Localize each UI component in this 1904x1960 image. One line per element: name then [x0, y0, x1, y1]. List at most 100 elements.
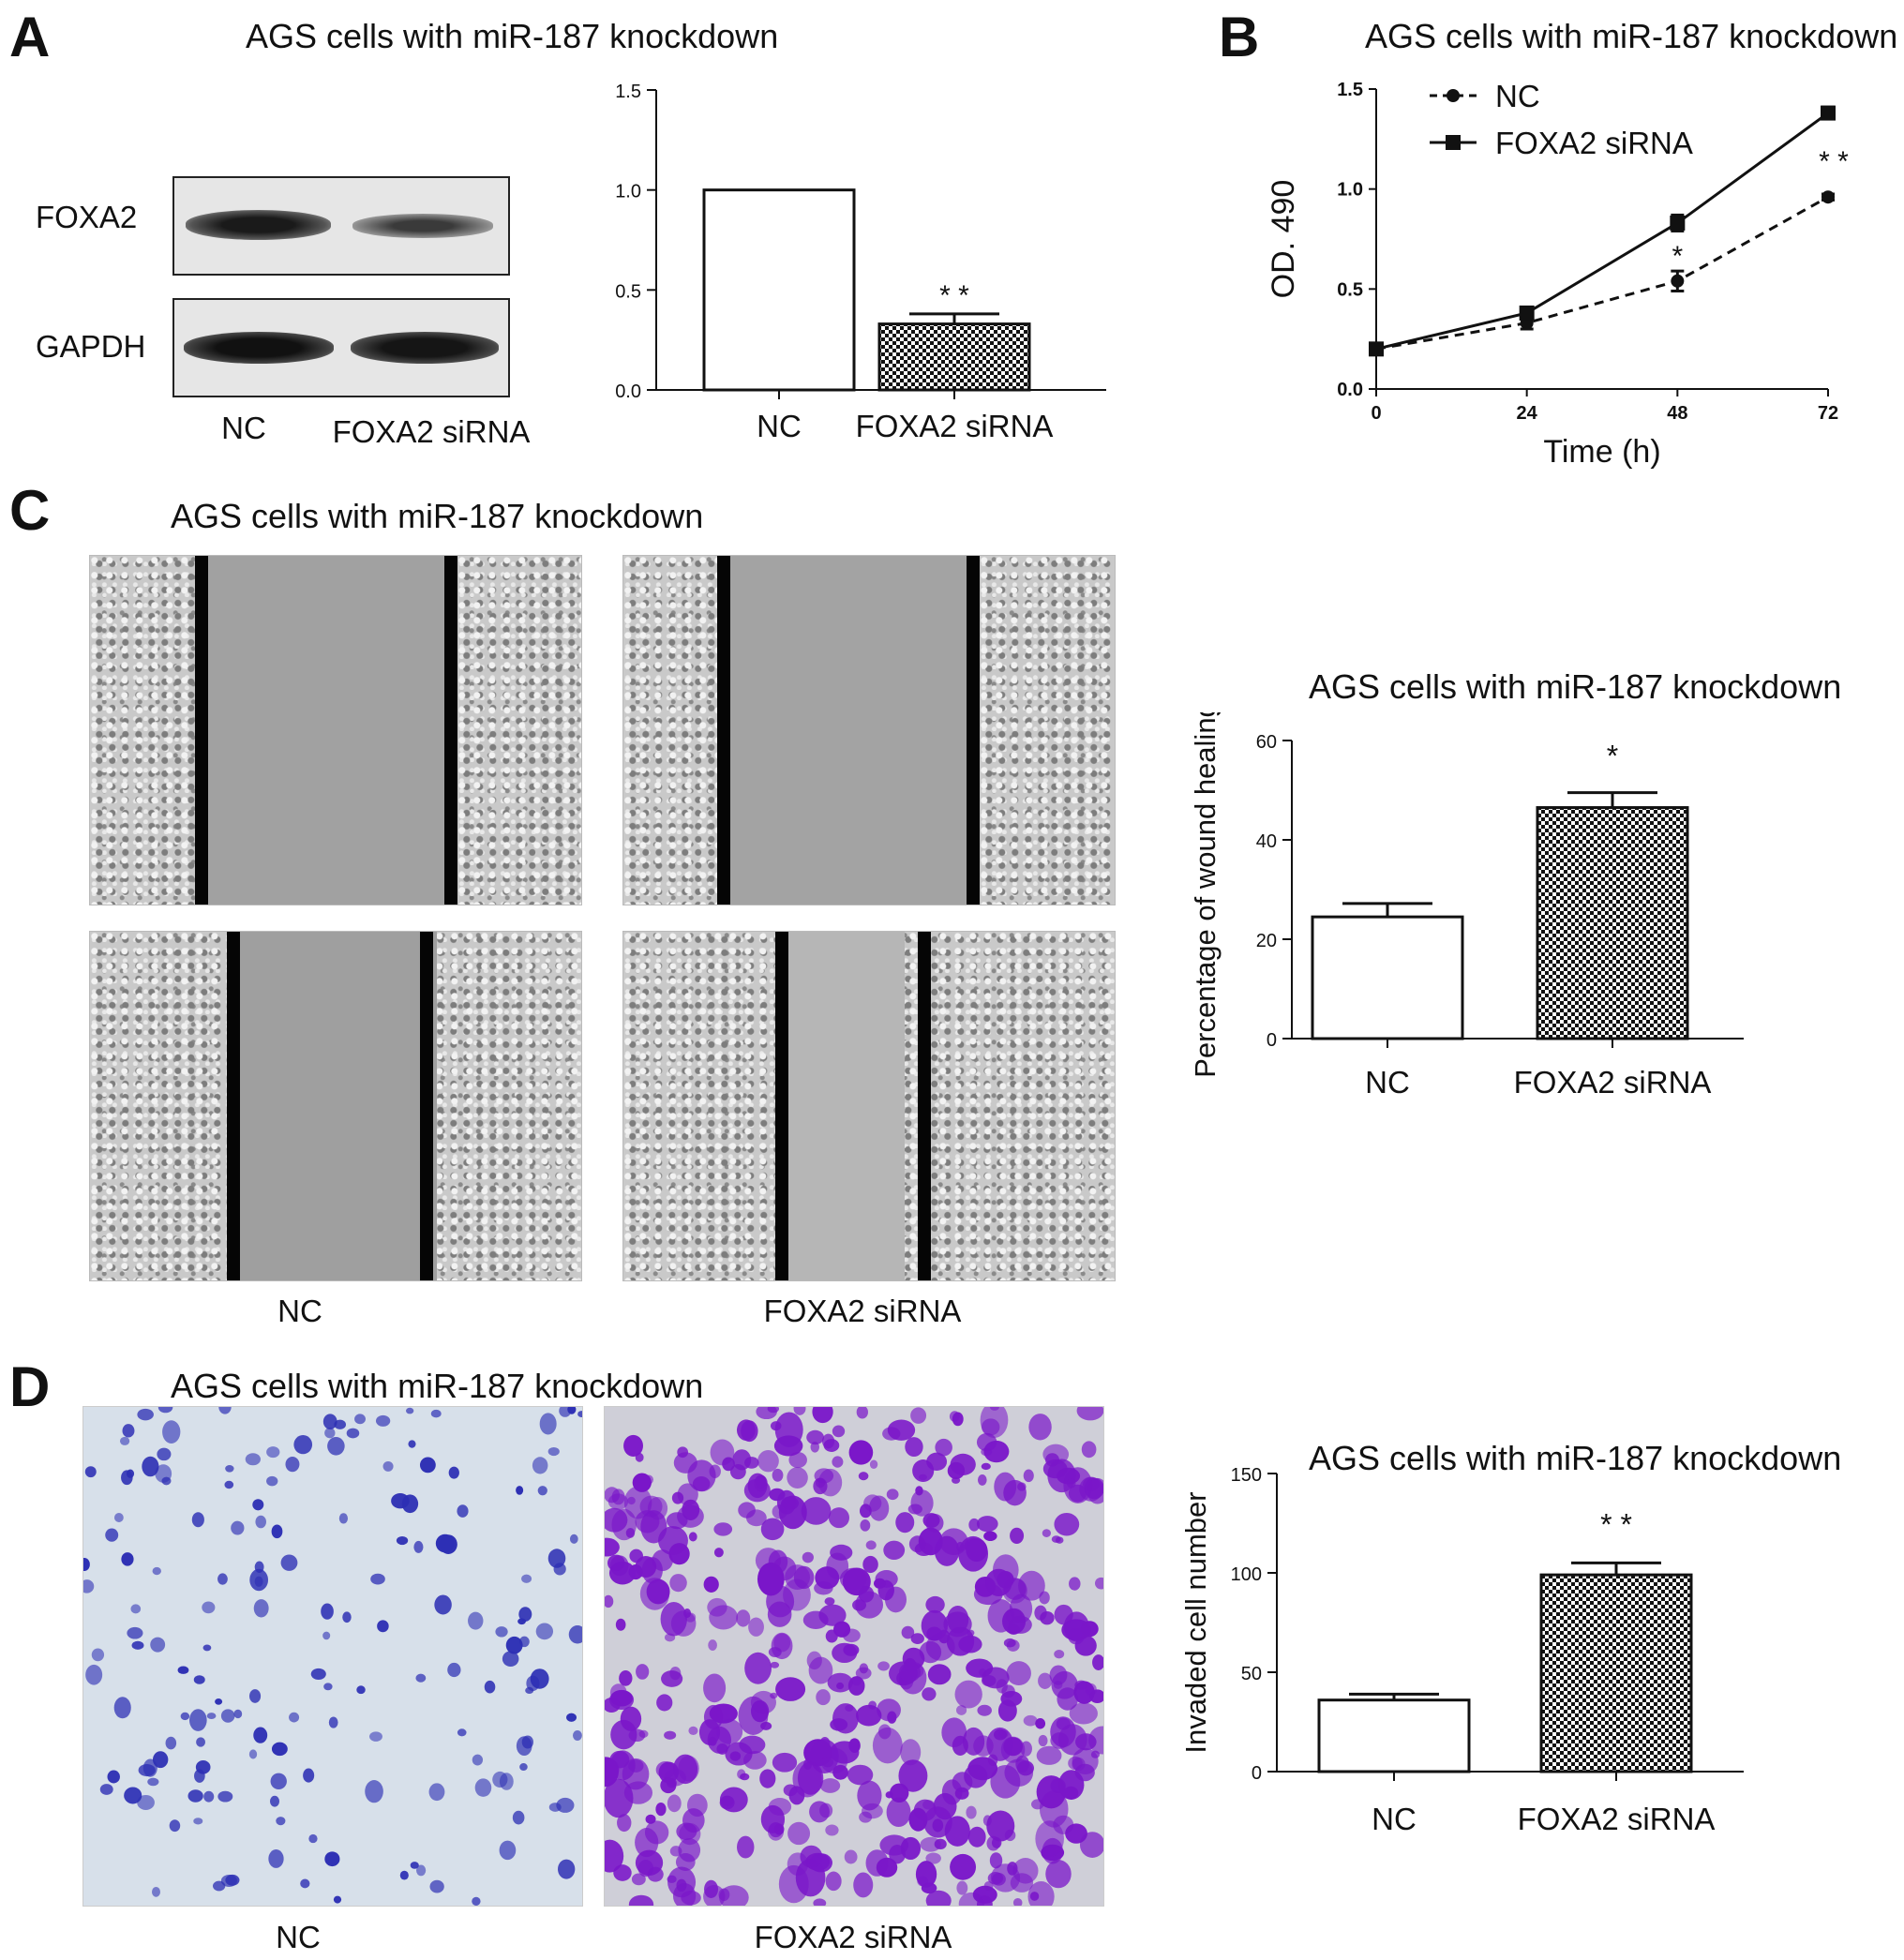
stained-cell: [966, 1805, 977, 1819]
stained-cell: [202, 1644, 212, 1652]
stained-cell: [1036, 1745, 1062, 1765]
stained-cell: [869, 1459, 878, 1470]
stained-cell: [276, 1817, 286, 1826]
stained-cell: [788, 1452, 807, 1469]
series-line-0: [1375, 195, 1829, 351]
y-axis-label: OD. 490: [1266, 180, 1301, 299]
stained-cell: [692, 1475, 711, 1491]
stained-cell: [113, 1513, 124, 1522]
stained-cell: [220, 1709, 235, 1723]
stained-cell: [434, 1594, 452, 1615]
stained-cell: [933, 1792, 957, 1820]
stained-cell: [415, 1673, 427, 1683]
stained-cell: [927, 1664, 952, 1685]
stained-cell: [1069, 1702, 1098, 1725]
stained-cell: [535, 1623, 554, 1640]
bar-foxa2-sirna: [1536, 806, 1689, 1040]
wound-edge-line: [227, 932, 240, 1280]
stained-cell: [253, 1599, 269, 1618]
stained-cell: [537, 1486, 547, 1496]
western-blot-foxa2: [172, 176, 510, 276]
chart-c-bar: 0 20 40 60 NC FOXA2 siRNA * Percentage of wound…: [1189, 712, 1744, 1100]
stained-cell: [382, 1460, 394, 1472]
stained-cell: [688, 1532, 697, 1542]
stained-cell: [767, 1407, 780, 1414]
stained-cell: [253, 1727, 268, 1743]
stained-cell: [142, 1456, 159, 1477]
stained-cell: [187, 1789, 203, 1803]
stained-cell: [615, 1618, 626, 1631]
stained-cell: [688, 1726, 698, 1735]
stained-cell: [327, 1437, 345, 1456]
y-tick-label: 1.5: [1337, 80, 1363, 100]
stained-cell: [832, 1425, 846, 1438]
stained-cell: [935, 1438, 952, 1457]
stained-cell: [908, 1807, 928, 1832]
stained-cell: [1050, 1778, 1066, 1794]
legend-label-0: NC: [1495, 79, 1540, 113]
stained-cell: [512, 1810, 525, 1825]
stained-cell: [322, 1414, 337, 1429]
stained-cell: [865, 1540, 877, 1550]
stained-cell: [505, 1636, 523, 1654]
stained-cell: [620, 1706, 642, 1731]
chart-d-title: AGS cells with miR-187 knockdown: [1309, 1439, 1842, 1477]
stained-cell: [977, 1474, 987, 1486]
stained-cell: [669, 1846, 682, 1857]
stained-cell: [910, 1489, 934, 1517]
y-tick-label: 0.5: [1337, 279, 1363, 300]
wound-image-sirna-0h: [622, 555, 1116, 905]
stained-cell: [271, 1524, 283, 1539]
x-axis-label: Time (h): [1543, 434, 1660, 470]
y-axis-label: Percentage of wound healing: [1189, 712, 1222, 1078]
stained-cell: [898, 1759, 928, 1792]
stained-cell: [720, 1795, 734, 1807]
stained-cell: [813, 1898, 827, 1906]
stained-cell: [770, 1661, 780, 1668]
stained-cell: [886, 1797, 911, 1828]
stained-cell: [1057, 1687, 1078, 1711]
significance-marker: * *: [1600, 1507, 1632, 1541]
y-tick-label: 0.0: [1337, 380, 1363, 400]
data-point: [1670, 215, 1686, 231]
stained-cell: [773, 1823, 785, 1835]
chart-b-line: 0.0 0.5 1.0 1.5 0 24 48 72 Time (h) OD. 490 NC FOXA…: [1266, 79, 1849, 470]
stained-cell: [85, 1664, 103, 1685]
stained-cell: [1079, 1832, 1103, 1858]
stained-cell: [1080, 1621, 1099, 1638]
stained-cell: [638, 1729, 649, 1739]
stained-cell: [1003, 1479, 1027, 1506]
stained-cell: [668, 1543, 690, 1565]
stained-cell: [457, 1504, 469, 1518]
stained-cell: [631, 1873, 646, 1886]
stained-cell: [150, 1637, 166, 1653]
x-tick-label: 24: [1517, 403, 1538, 424]
stained-cell: [900, 1739, 922, 1766]
stained-cell: [429, 1879, 444, 1893]
stained-cell: [249, 1689, 262, 1703]
stained-cell: [1092, 1654, 1103, 1670]
stained-cell: [863, 1494, 882, 1512]
significance-marker: *: [1607, 740, 1618, 773]
stained-cell: [568, 1625, 582, 1644]
stained-cell: [131, 1640, 144, 1650]
stained-cell: [328, 1716, 338, 1728]
stained-cell: [99, 1784, 113, 1795]
stained-cell: [271, 1742, 288, 1757]
chart-c-title: AGS cells with miR-187 knockdown: [1309, 667, 1842, 706]
blot-band-nc-gapdh: [184, 332, 334, 364]
stained-cell: [883, 1540, 906, 1561]
stained-cell: [122, 1424, 135, 1438]
stained-cell: [922, 1687, 937, 1701]
stained-cell: [532, 1457, 548, 1474]
stained-cell: [947, 1461, 966, 1480]
stained-cell: [932, 1818, 944, 1833]
stained-cell: [280, 1554, 298, 1571]
stained-cell: [517, 1618, 526, 1625]
stained-cell: [740, 1773, 750, 1781]
wound-edge-line: [420, 932, 433, 1280]
stained-cell: [1068, 1627, 1085, 1645]
stained-cell: [855, 1667, 872, 1680]
stained-cell: [605, 1487, 621, 1504]
stained-cell: [981, 1462, 991, 1471]
